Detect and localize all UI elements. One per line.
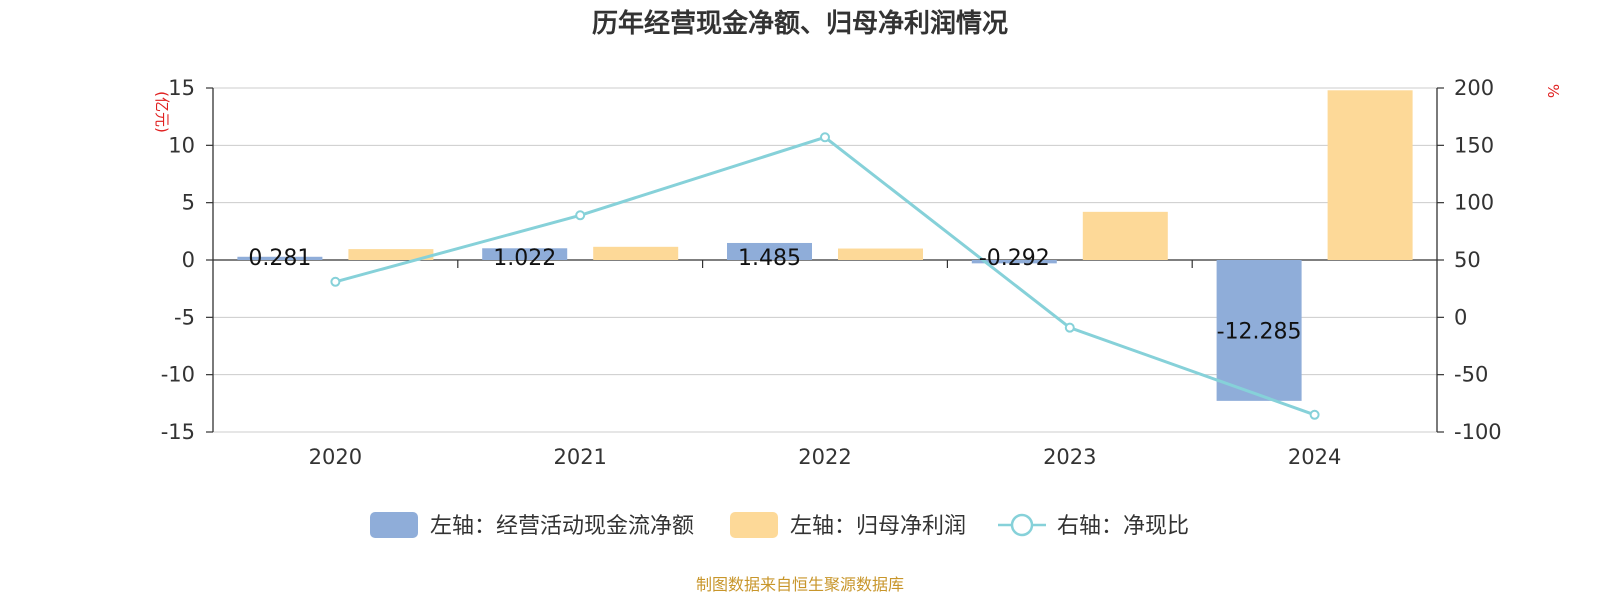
source-note: 制图数据来自恒生聚源数据库: [696, 575, 904, 594]
bars: [237, 90, 1413, 401]
bar-cash-flow: [482, 248, 568, 260]
bar-net-profit: [1327, 90, 1413, 260]
bar-data-label: 1.485: [738, 246, 801, 271]
right-tick-label: 200: [1454, 76, 1494, 100]
left-tick-label: -15: [161, 420, 195, 444]
bar-cash-flow: [1216, 260, 1302, 401]
bar-net-profit: [1082, 211, 1168, 260]
bar-data-label: 0.281: [248, 246, 311, 271]
x-tick-label: 2021: [553, 445, 606, 469]
legend-label: 左轴：归母净利润: [790, 514, 966, 539]
right-axis-unit: %: [1544, 84, 1562, 98]
bar-cash-flow: [237, 256, 323, 260]
x-tick-label: 2024: [1288, 445, 1341, 469]
legend-label: 右轴：净现比: [1057, 514, 1189, 539]
right-tick-label: 150: [1454, 133, 1494, 157]
legend-marker: [1010, 513, 1034, 537]
left-tick-label: 10: [168, 133, 195, 157]
legend-swatch: [370, 512, 418, 538]
left-tick-label: 5: [182, 191, 195, 215]
bar-cash-flow: [727, 242, 812, 260]
legend[interactable]: 左轴：经营活动现金流净额 左轴：归母净利润 右轴：净现比: [370, 512, 1189, 539]
ratio-point: [1064, 322, 1075, 333]
right-tick-label: -50: [1454, 363, 1488, 387]
right-tick-label: -100: [1454, 420, 1502, 444]
ratio-polyline: [335, 135, 1316, 417]
left-tick-label: 0: [182, 248, 195, 272]
ratio-point: [820, 132, 830, 143]
bar-data-label: -12.285: [1217, 319, 1302, 344]
x-tick-label: 2023: [1043, 445, 1096, 469]
x-tick-label: 2020: [309, 445, 362, 469]
bar-net-profit: [593, 246, 679, 260]
left-tick-label: -5: [174, 305, 195, 329]
bar-data-label: 1.022: [493, 246, 556, 271]
bar-net-profit: [838, 248, 923, 260]
bar-data-label: -0.292: [979, 246, 1050, 271]
chart-title: 历年经营现金净额、归母净利润情况: [592, 8, 1008, 39]
left-tick-label: -10: [161, 363, 195, 387]
left-axis-unit: (亿元): [153, 91, 171, 133]
right-tick-label: 100: [1454, 191, 1494, 215]
ratio-point: [575, 210, 586, 221]
right-tick-label: 0: [1454, 305, 1467, 329]
bar-net-profit: [348, 249, 434, 260]
ratio-point: [330, 276, 341, 287]
x-tick-label: 2022: [798, 445, 851, 469]
ratio-point: [1309, 409, 1320, 420]
left-tick-label: 15: [168, 76, 195, 100]
ratio-line: [330, 132, 1320, 420]
data-labels: 0.281 1.022 1.485 -0.292 -12.285: [248, 246, 1301, 344]
right-tick-label: 50: [1454, 248, 1481, 272]
legend-label: 左轴：经营活动现金流净额: [430, 514, 694, 539]
bar-cash-flow: [971, 260, 1057, 264]
legend-swatch: [730, 512, 778, 538]
